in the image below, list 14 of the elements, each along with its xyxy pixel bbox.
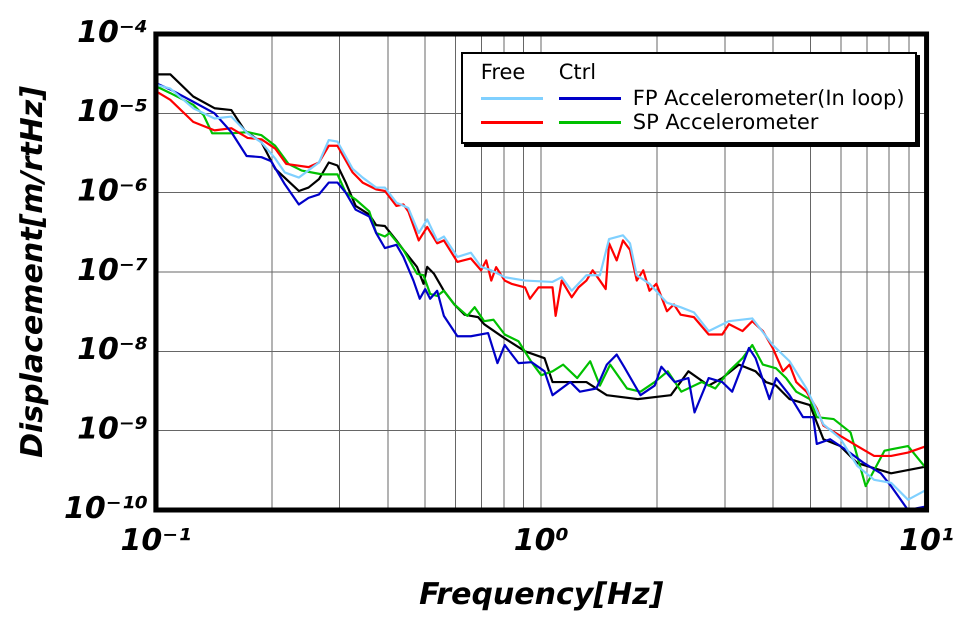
y-tick-label: 10⁻⁸ [77,332,148,368]
annotation: Free [480,60,526,86]
x-tick-label: 10⁰ [514,522,569,558]
annotation: Ctrl [558,60,598,86]
y-axis-title: Displacement[m/rtHz] [14,86,50,458]
legend-label: SP Accelerometer [632,110,820,134]
y-tick-label: 10⁻⁵ [77,94,148,130]
y-tick-label: 10⁻⁷ [77,252,148,288]
legend-label: FP Accelerometer(In loop) [632,86,905,110]
x-tick-label: 10¹ [899,522,954,558]
x-axis-title: Frequency[Hz] [419,576,664,612]
y-tick-label: 10⁻⁶ [77,173,148,208]
y-tick-label: 10⁻⁹ [77,411,148,446]
y-tick-label: 10⁻⁴ [77,14,148,50]
